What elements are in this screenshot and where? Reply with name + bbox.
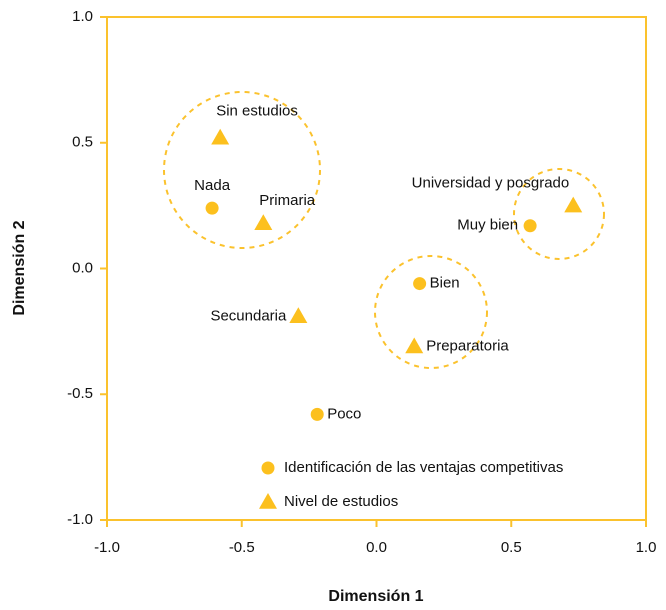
circle-marker xyxy=(523,219,537,233)
point-label: Nada xyxy=(194,177,231,194)
y-tick-label: 1.0 xyxy=(72,8,93,25)
y-tick-label: -0.5 xyxy=(67,385,93,402)
legend-label: Identificación de las ventajas competiti… xyxy=(284,459,563,476)
legend-marker xyxy=(261,461,275,475)
point-label: Secundaria xyxy=(210,307,287,324)
point-label: Bien xyxy=(430,275,460,292)
x-tick-label: 0.0 xyxy=(366,539,387,556)
x-tick-label: -0.5 xyxy=(229,539,255,556)
point-label: Primaria xyxy=(259,192,315,209)
legend-label: Nivel de estudios xyxy=(284,493,398,510)
x-tick-label: 1.0 xyxy=(636,539,657,556)
x-tick-label: -1.0 xyxy=(94,539,120,556)
plot-frame xyxy=(106,16,647,521)
y-tick-label: 0.5 xyxy=(72,134,93,151)
triangle-marker xyxy=(289,307,308,324)
group-circle xyxy=(374,255,488,369)
point-label: Universidad y posgrado xyxy=(412,175,570,192)
circle-marker xyxy=(413,277,427,291)
point-label: Preparatoria xyxy=(426,337,509,354)
triangle-marker xyxy=(405,337,424,354)
x-tick-label: 0.5 xyxy=(501,539,522,556)
circle-marker xyxy=(205,201,219,215)
x-axis-label: Dimensión 1 xyxy=(328,588,423,605)
legend-marker xyxy=(259,493,277,509)
triangle-marker xyxy=(564,196,583,213)
group-circle xyxy=(163,91,321,249)
triangle-marker xyxy=(211,128,230,145)
y-tick-label: 0.0 xyxy=(72,259,93,276)
group-circle xyxy=(513,168,605,260)
y-axis-label: Dimensión 2 xyxy=(11,220,28,315)
point-label: Sin estudios xyxy=(216,103,298,120)
y-tick-label: -1.0 xyxy=(67,511,93,528)
triangle-marker xyxy=(254,214,273,230)
circle-marker xyxy=(310,407,324,421)
point-label: Poco xyxy=(327,405,361,422)
point-label: Muy bien xyxy=(457,217,518,234)
